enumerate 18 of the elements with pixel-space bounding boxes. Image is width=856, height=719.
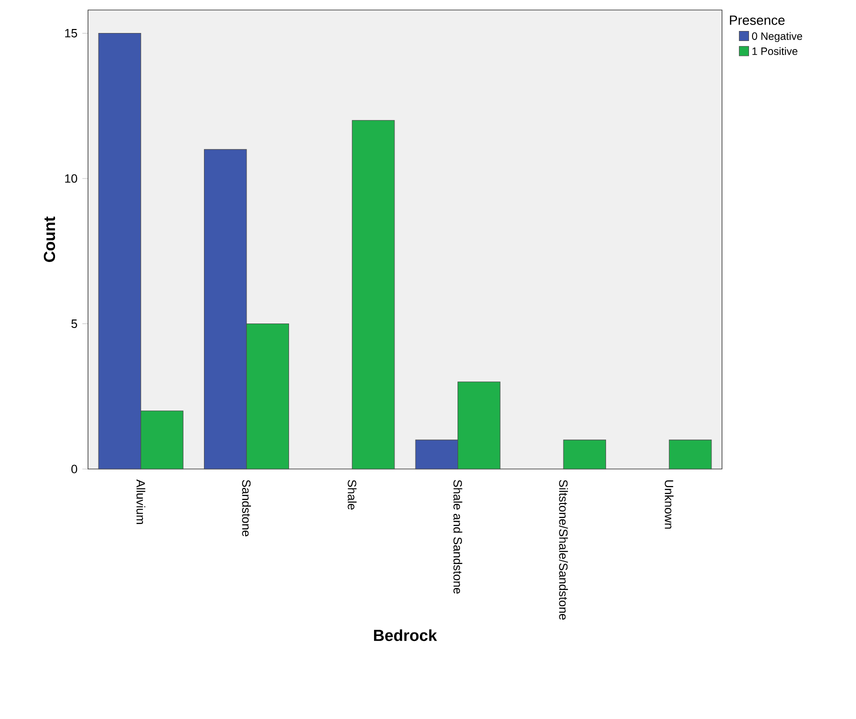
x-axis-title: Bedrock (374, 629, 438, 642)
legend-title: Presence (730, 16, 785, 25)
y-tick-label: 5 (71, 320, 78, 328)
x-tick-label: Unknown (664, 480, 674, 529)
y-axis-title: Count (44, 216, 56, 262)
legend-label: 1 Positive (752, 47, 798, 56)
x-tick-label: Shale (348, 480, 357, 510)
bar (668, 440, 712, 470)
y-tick-label: 0 (71, 464, 78, 474)
y-tick-label: 10 (65, 174, 78, 183)
legend-label: 0 Negative (752, 32, 802, 42)
x-tick-label: Shale and Sandstone (453, 480, 462, 594)
x-tick-label: Alluvium (136, 479, 146, 524)
bar (563, 440, 606, 470)
y-tick-label: 15 (65, 29, 78, 38)
bar (352, 120, 395, 470)
x-tick-label: Siltstone/Shale/Sandstone (559, 480, 568, 620)
x-tick-label: Sandstone (242, 480, 251, 536)
